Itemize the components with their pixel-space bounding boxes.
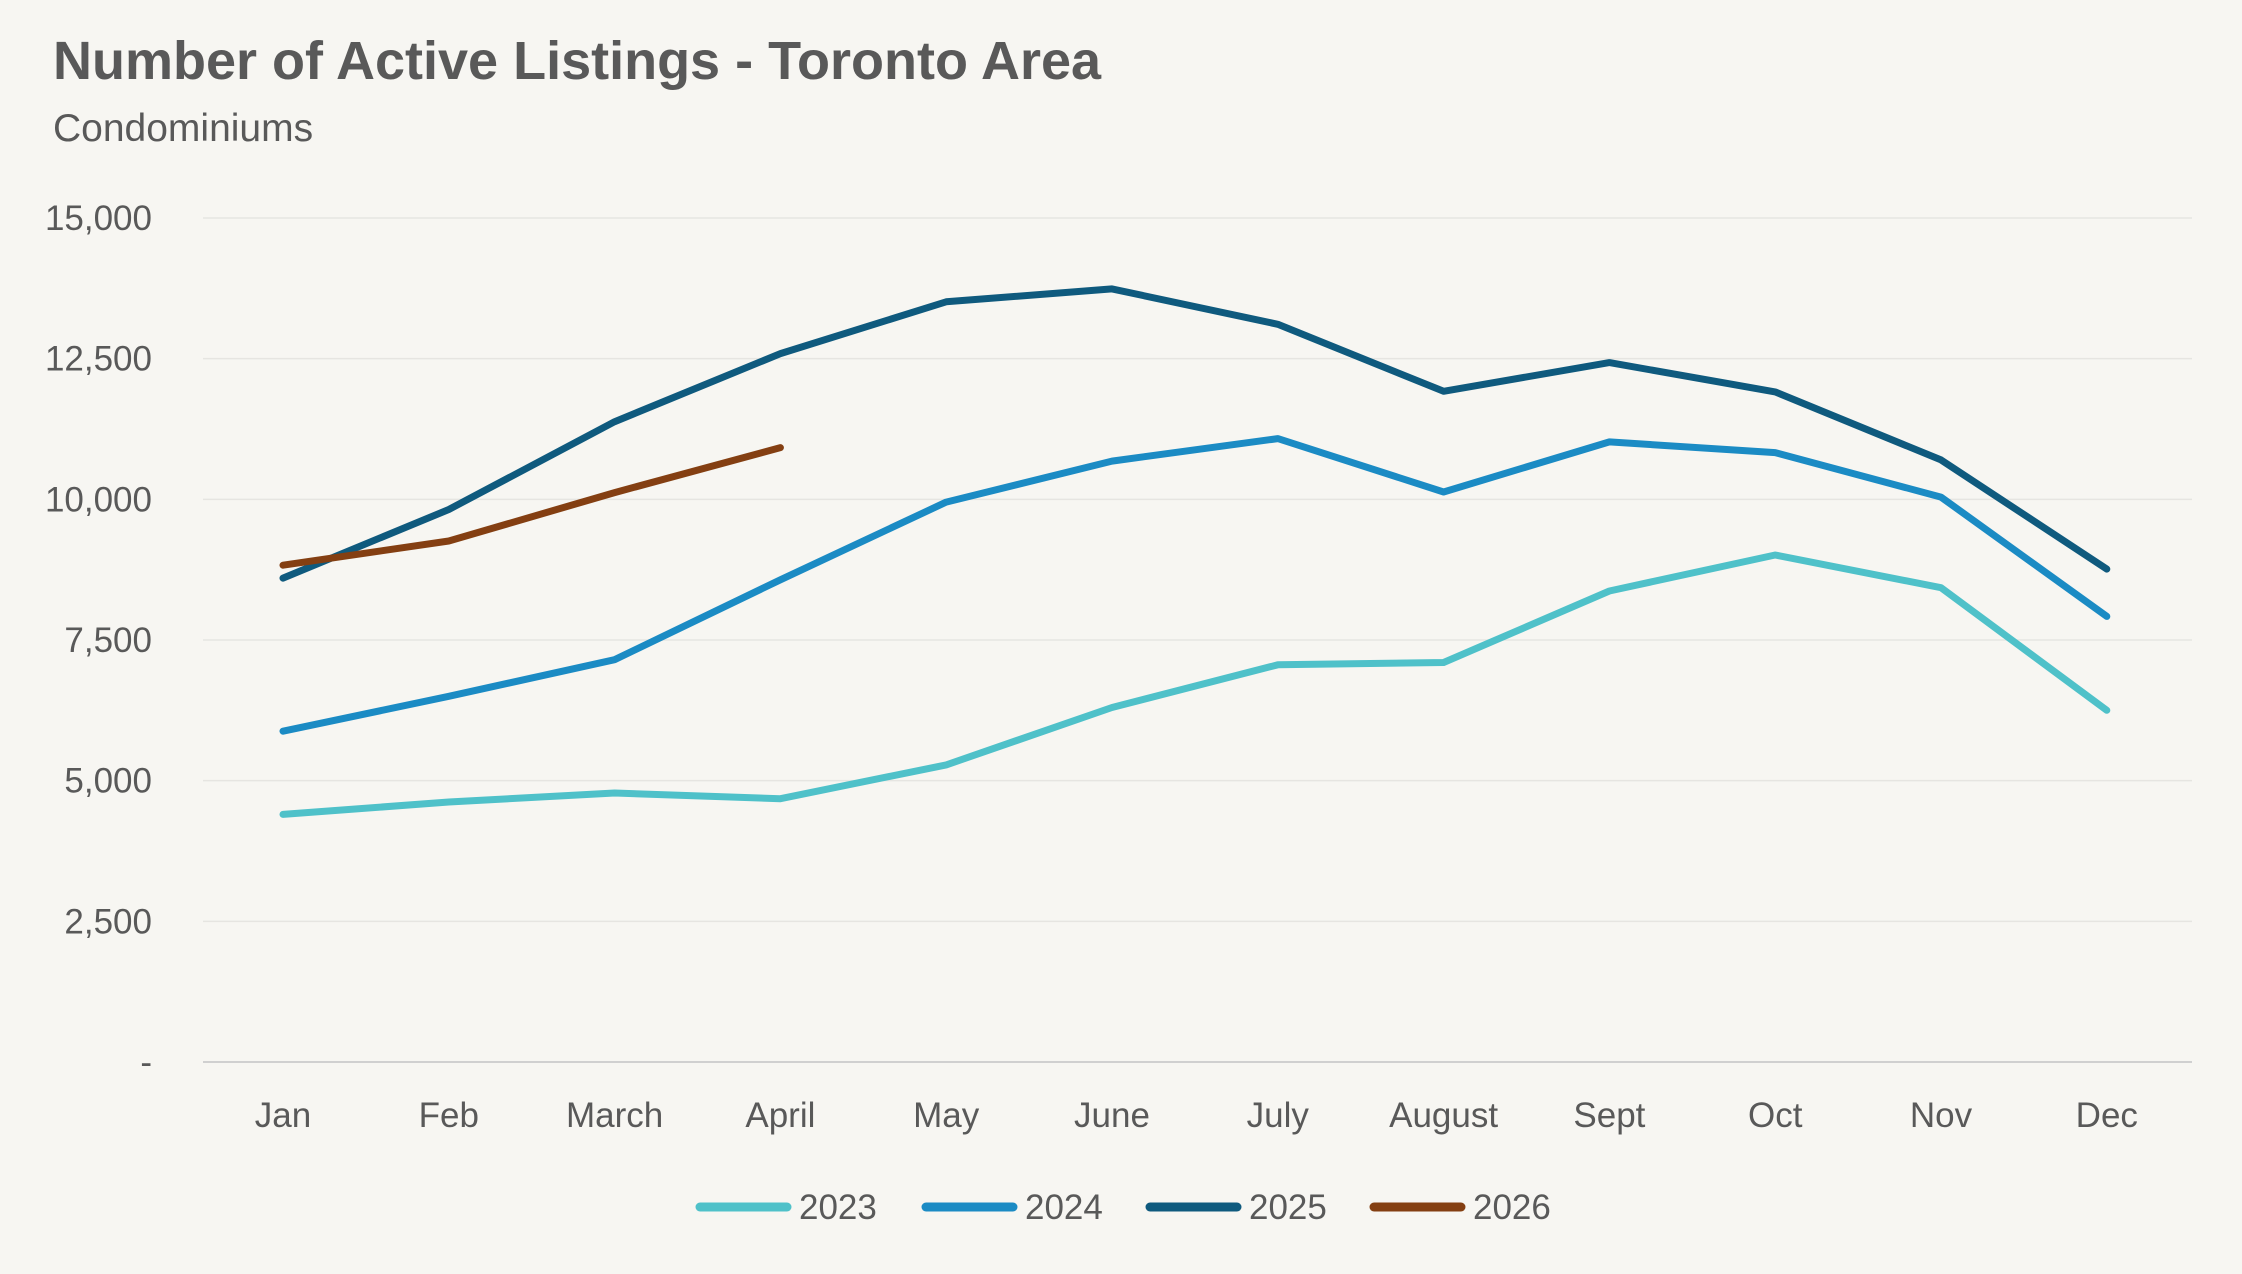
legend-item-2023: 2023 (695, 1188, 877, 1227)
legend-item-2024: 2024 (921, 1188, 1103, 1227)
x-tick-label: Sept (1573, 1096, 1645, 1135)
y-tick-label: 5,000 (64, 762, 152, 801)
series-lines (279, 285, 2111, 818)
x-tick-label: Jan (255, 1096, 311, 1135)
legend-item-2025: 2025 (1145, 1188, 1327, 1227)
x-tick-label: August (1389, 1096, 1498, 1135)
x-axis-tick-labels: Jan Feb March April May June July August Sept Oct… (255, 1096, 2138, 1135)
legend-item-2026: 2026 (1369, 1188, 1551, 1227)
series-line-2026 (279, 444, 784, 569)
y-tick-label: - (140, 1043, 152, 1082)
y-tick-label: 15,000 (45, 199, 152, 238)
x-tick-label: June (1074, 1096, 1150, 1135)
legend-label: 2026 (1473, 1188, 1551, 1227)
y-axis-tick-labels: - 2,500 5,000 7,500 10,000 12,500 15,000 (45, 199, 152, 1082)
y-tick-label: 2,500 (64, 902, 152, 941)
series-line-2024 (279, 435, 2111, 735)
x-tick-label: July (1247, 1096, 1310, 1135)
legend: 2023 2024 2025 2026 (695, 1188, 1551, 1227)
x-tick-label: March (566, 1096, 663, 1135)
x-tick-label: Feb (419, 1096, 479, 1135)
chart-title: Number of Active Listings - Toronto Area (53, 31, 1102, 91)
legend-label: 2024 (1025, 1188, 1103, 1227)
legend-label: 2023 (799, 1188, 877, 1227)
y-tick-label: 7,500 (64, 621, 152, 660)
y-tick-label: 12,500 (45, 340, 152, 379)
series-line-2025 (279, 285, 2111, 582)
x-tick-label: April (745, 1096, 815, 1135)
series-line-2023 (279, 551, 2111, 818)
legend-label: 2025 (1249, 1188, 1327, 1227)
x-tick-label: Nov (1910, 1096, 1973, 1135)
y-tick-label: 10,000 (45, 480, 152, 519)
x-tick-label: May (913, 1096, 980, 1135)
x-tick-label: Dec (2076, 1096, 2138, 1135)
gridlines (203, 217, 2192, 1063)
chart-subtitle: Condominiums (53, 107, 314, 150)
x-tick-label: Oct (1748, 1096, 1803, 1135)
